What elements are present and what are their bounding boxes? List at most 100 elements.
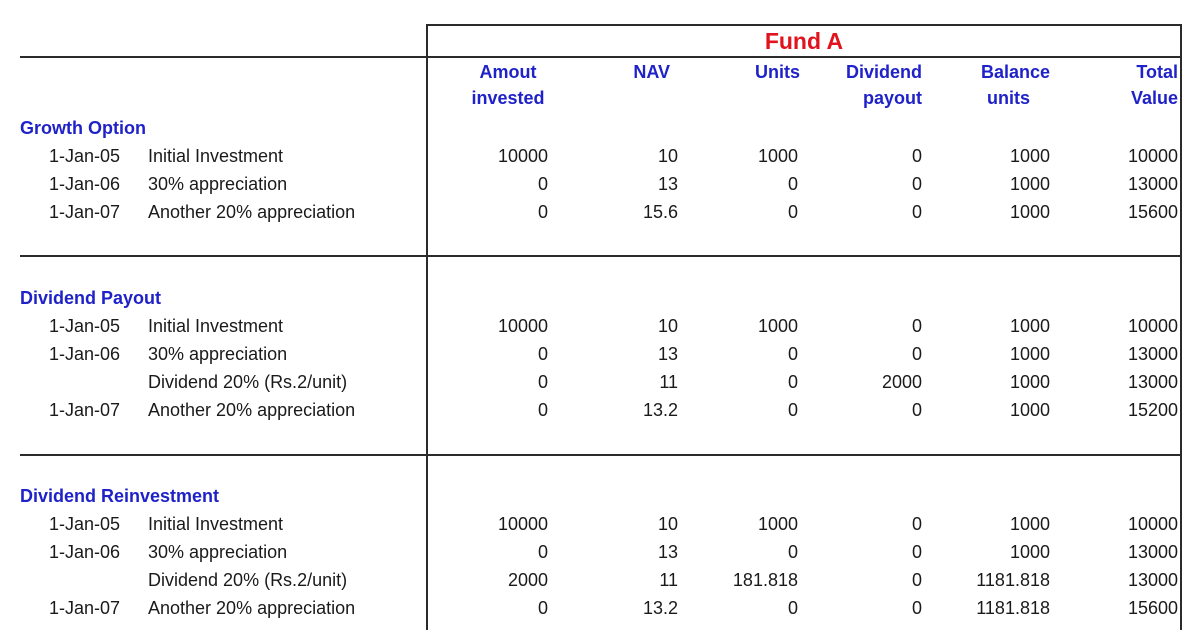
table-row: 1-Jan-07 Another 20% appreciation 0 13.2…	[0, 595, 1200, 621]
nav-cell: 11	[659, 570, 678, 590]
balance-cell: 1000	[1009, 146, 1050, 166]
table-row: 1-Jan-05 Initial Investment 10000 10 100…	[0, 511, 1200, 537]
nav-cell: 10	[657, 316, 678, 336]
date-cell: 1-Jan-06	[48, 344, 120, 364]
units-cell: 1000	[757, 146, 798, 166]
dividend-cell: 2000	[881, 372, 922, 392]
units-cell: 1000	[757, 316, 798, 336]
header-amount-line2: invested	[471, 88, 545, 108]
grid-line	[20, 454, 1182, 456]
balance-cell: 1000	[1009, 514, 1050, 534]
nav-cell: 13	[657, 174, 678, 194]
dividend-cell: 0	[911, 174, 922, 194]
header-balance-line2: units	[987, 88, 1030, 108]
header-amount-line1: Amout	[479, 62, 537, 82]
total-cell: 15600	[1127, 202, 1178, 222]
header-nav: NAV	[633, 62, 670, 82]
table-row: 1-Jan-06 30% appreciation 0 13 0 0 1000 …	[0, 171, 1200, 197]
table-row: 1-Jan-07 Another 20% appreciation 0 15.6…	[0, 199, 1200, 225]
table-row: Dividend 20% (Rs.2/unit) 2000 11 181.818…	[0, 567, 1200, 593]
date-cell: 1-Jan-07	[48, 400, 120, 420]
header-total-line1: Total	[1136, 62, 1178, 82]
amount-cell: 0	[537, 598, 548, 618]
total-cell: 13000	[1127, 372, 1178, 392]
header-dividend-line1: Dividend	[845, 62, 922, 82]
description-cell: Dividend 20% (Rs.2/unit)	[148, 570, 348, 590]
grid-line	[426, 24, 428, 630]
nav-cell: 10	[657, 514, 678, 534]
nav-cell: 11	[659, 372, 678, 392]
section-title-dividend-reinvestment: Dividend Reinvestment	[20, 486, 220, 506]
units-cell: 0	[787, 542, 798, 562]
grid-line	[426, 24, 1182, 26]
header-units: Units	[755, 62, 800, 82]
date-cell: 1-Jan-07	[48, 202, 120, 222]
units-cell: 0	[787, 344, 798, 364]
dividend-cell: 0	[911, 598, 922, 618]
amount-cell: 0	[537, 174, 548, 194]
balance-cell: 1181.818	[976, 598, 1050, 618]
total-cell: 15200	[1127, 400, 1178, 420]
date-cell: 1-Jan-06	[48, 542, 120, 562]
table-row: 1-Jan-06 30% appreciation 0 13 0 0 1000 …	[0, 539, 1200, 565]
units-cell: 1000	[757, 514, 798, 534]
description-cell: Initial Investment	[148, 514, 284, 534]
units-cell: 0	[787, 202, 798, 222]
total-cell: 10000	[1127, 316, 1178, 336]
header-dividend-line2: payout	[862, 88, 922, 108]
table-row: 1-Jan-05 Initial Investment 10000 10 100…	[0, 313, 1200, 339]
total-cell: 13000	[1127, 570, 1178, 590]
dividend-cell: 0	[911, 316, 922, 336]
description-cell: Another 20% appreciation	[148, 400, 356, 420]
balance-cell: 1000	[1009, 400, 1050, 420]
dividend-cell: 0	[911, 344, 922, 364]
table-row: Dividend 20% (Rs.2/unit) 0 11 0 2000 100…	[0, 369, 1200, 395]
grid-line	[1180, 24, 1182, 630]
total-cell: 13000	[1127, 174, 1178, 194]
balance-cell: 1181.818	[976, 570, 1050, 590]
balance-cell: 1000	[1009, 316, 1050, 336]
date-cell: 1-Jan-05	[48, 316, 120, 336]
total-cell: 15600	[1127, 598, 1178, 618]
description-cell: 30% appreciation	[148, 344, 288, 364]
description-cell: Initial Investment	[148, 316, 284, 336]
amount-cell: 10000	[497, 146, 548, 166]
description-cell: Another 20% appreciation	[148, 598, 356, 618]
nav-cell: 13	[657, 542, 678, 562]
date-cell: 1-Jan-06	[48, 174, 120, 194]
header-total-line2: Value	[1130, 88, 1178, 108]
balance-cell: 1000	[1009, 202, 1050, 222]
description-cell: Initial Investment	[148, 146, 284, 166]
grid-line	[20, 56, 1182, 58]
description-cell: 30% appreciation	[148, 174, 288, 194]
balance-cell: 1000	[1009, 344, 1050, 364]
amount-cell: 10000	[497, 316, 548, 336]
amount-cell: 0	[537, 372, 548, 392]
table-row: 1-Jan-07 Another 20% appreciation 0 13.2…	[0, 397, 1200, 423]
amount-cell: 0	[537, 400, 548, 420]
nav-cell: 10	[657, 146, 678, 166]
units-cell: 0	[787, 174, 798, 194]
balance-cell: 1000	[1009, 174, 1050, 194]
amount-cell: 0	[537, 202, 548, 222]
section-title-growth-option: Growth Option	[20, 118, 146, 138]
description-cell: Dividend 20% (Rs.2/unit)	[148, 372, 348, 392]
fund-title: Fund A	[764, 28, 844, 54]
units-cell: 0	[787, 372, 798, 392]
table-row: 1-Jan-05 Initial Investment 10000 10 100…	[0, 143, 1200, 169]
nav-cell: 13	[657, 344, 678, 364]
balance-cell: 1000	[1009, 542, 1050, 562]
units-cell: 0	[787, 598, 798, 618]
date-cell: 1-Jan-05	[48, 146, 120, 166]
grid-line	[20, 255, 1182, 257]
units-cell: 0	[787, 400, 798, 420]
amount-cell: 0	[537, 344, 548, 364]
units-cell: 181.818	[732, 570, 798, 590]
amount-cell: 10000	[497, 514, 548, 534]
dividend-cell: 0	[911, 514, 922, 534]
table-row: 1-Jan-06 30% appreciation 0 13 0 0 1000 …	[0, 341, 1200, 367]
total-cell: 13000	[1127, 542, 1178, 562]
total-cell: 10000	[1127, 146, 1178, 166]
dividend-cell: 0	[911, 570, 922, 590]
